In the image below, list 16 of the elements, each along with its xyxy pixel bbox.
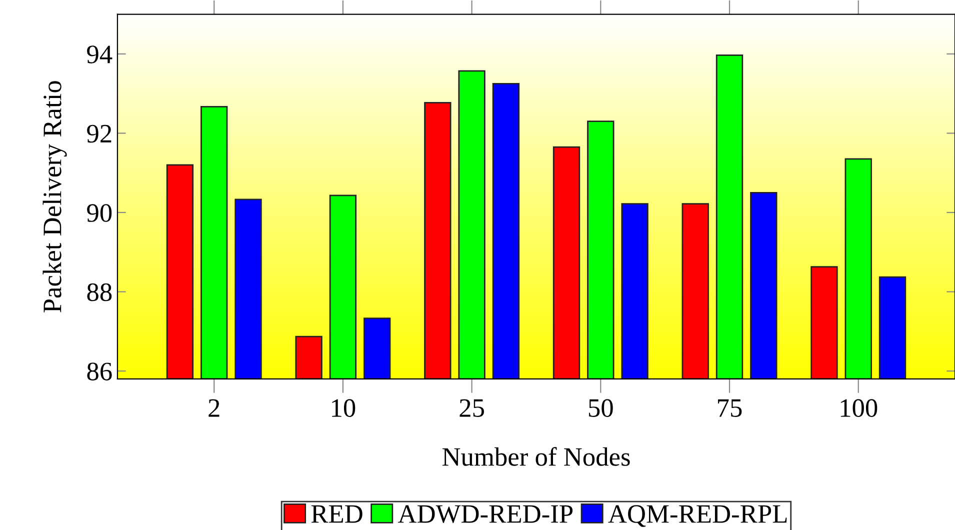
x-tick-label: 100 (840, 399, 878, 417)
y-tick-label: 86 (87, 362, 112, 380)
legend-label: ADWD-RED-IP (398, 505, 573, 524)
x-tick-label: 2 (208, 399, 220, 417)
y-tick-label: 94 (87, 46, 112, 64)
x-tick-label: 25 (460, 399, 484, 417)
y-tick-label: 88 (87, 283, 112, 302)
x-axis-title: Number of Nodes (442, 447, 630, 466)
y-tick-label: 92 (87, 124, 112, 143)
x-tick-label: 75 (718, 399, 742, 417)
x-tick-label: 10 (332, 399, 356, 417)
y-tick-label: 90 (87, 204, 112, 222)
legend-label: AQM-RED-RPL (608, 505, 787, 527)
x-tick-label: 50 (589, 399, 613, 417)
legend-label: RED (311, 505, 362, 523)
y-axis-title: Packet Delivery Ratio (42, 81, 67, 312)
